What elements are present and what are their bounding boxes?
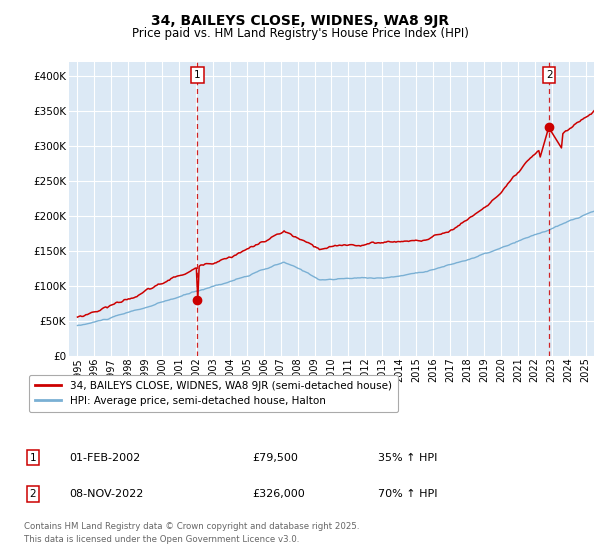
Text: 2: 2: [546, 70, 553, 80]
Text: Contains HM Land Registry data © Crown copyright and database right 2025.
This d: Contains HM Land Registry data © Crown c…: [24, 522, 359, 544]
Text: 34, BAILEYS CLOSE, WIDNES, WA8 9JR: 34, BAILEYS CLOSE, WIDNES, WA8 9JR: [151, 14, 449, 28]
Text: 01-FEB-2002: 01-FEB-2002: [69, 452, 140, 463]
Text: 1: 1: [194, 70, 200, 80]
Text: £79,500: £79,500: [252, 452, 298, 463]
Text: 08-NOV-2022: 08-NOV-2022: [69, 489, 143, 499]
Text: £326,000: £326,000: [252, 489, 305, 499]
Text: 1: 1: [29, 452, 37, 463]
Text: 70% ↑ HPI: 70% ↑ HPI: [378, 489, 437, 499]
Text: 2: 2: [29, 489, 37, 499]
Text: 35% ↑ HPI: 35% ↑ HPI: [378, 452, 437, 463]
Text: Price paid vs. HM Land Registry's House Price Index (HPI): Price paid vs. HM Land Registry's House …: [131, 27, 469, 40]
Legend: 34, BAILEYS CLOSE, WIDNES, WA8 9JR (semi-detached house), HPI: Average price, se: 34, BAILEYS CLOSE, WIDNES, WA8 9JR (semi…: [29, 375, 398, 412]
